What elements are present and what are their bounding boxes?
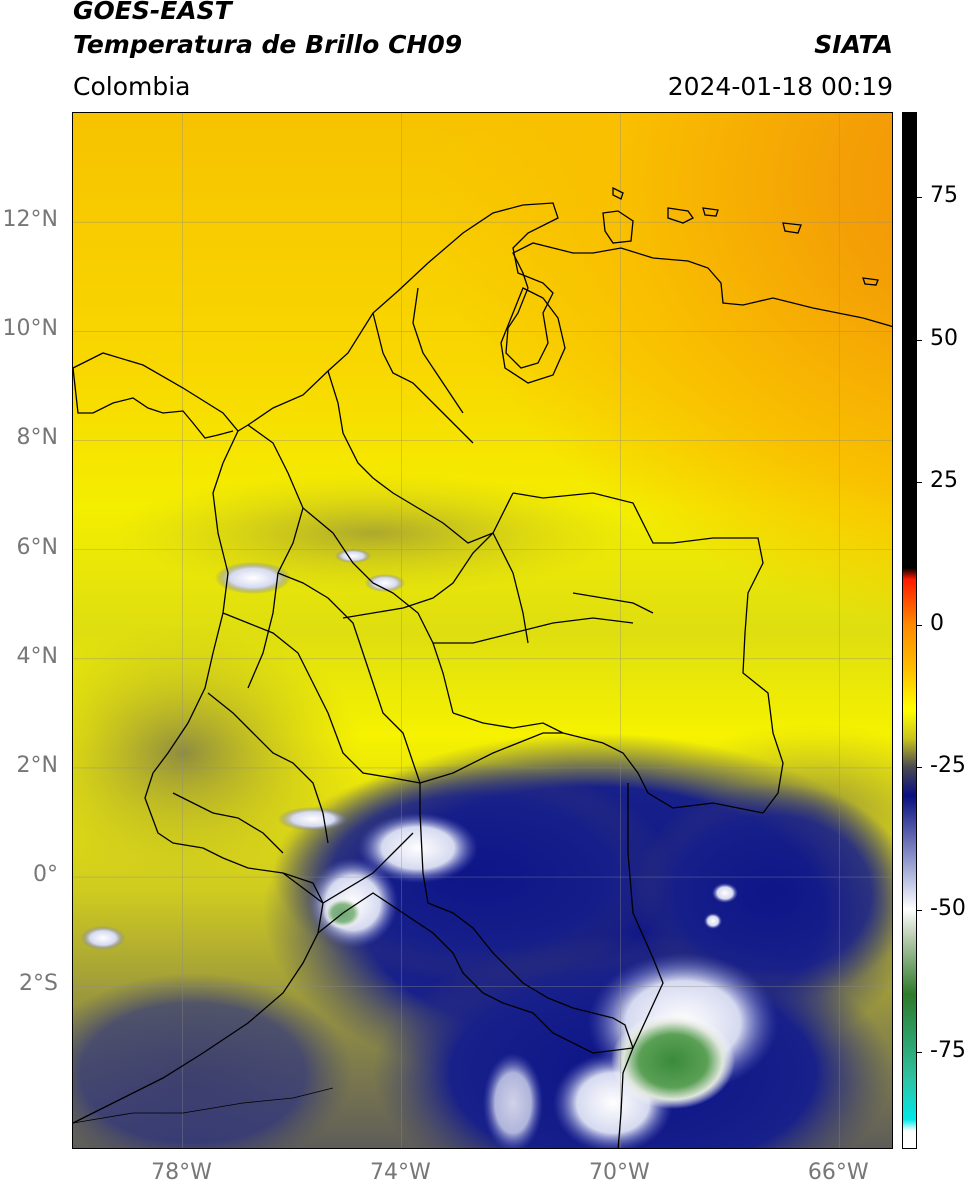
colorbar-tick-label: 75: [930, 183, 958, 209]
latitude-tick-label: 2°S: [19, 971, 58, 997]
colorbar-tick: [917, 1052, 922, 1054]
latitude-tick-label: 0°: [33, 862, 58, 888]
colorbar-tick: [917, 197, 922, 199]
longitude-tick-label: 78°W: [151, 1160, 212, 1185]
colorbar-tick: [917, 482, 922, 484]
colorbar-tick-label: 50: [930, 325, 958, 351]
colorbar-tick: [917, 767, 922, 769]
timestamp-label: 2024-01-18 00:19: [667, 72, 893, 101]
longitude-tick-label: 66°W: [807, 1160, 869, 1185]
colorbar-tick-label: 25: [930, 468, 958, 494]
colorbar-tick-label: -25: [930, 753, 966, 779]
latitude-tick-label: 8°N: [16, 425, 58, 451]
latitude-tick-label: 10°N: [2, 316, 58, 342]
colorbar-tick-label: -75: [930, 1038, 966, 1064]
latitude-tick-label: 12°N: [2, 207, 58, 233]
colorbar-tick: [917, 909, 922, 911]
satellite-title: GOES-EAST: [73, 0, 232, 25]
satellite-map[interactable]: [72, 112, 893, 1149]
colorbar-tick: [917, 624, 922, 626]
colorbar-tick: [917, 339, 922, 341]
graticule: [73, 113, 892, 1148]
brightness-temperature-field: [73, 113, 892, 1148]
product-title: Temperatura de Brillo CH09: [73, 30, 463, 59]
latitude-tick-label: 4°N: [16, 643, 58, 669]
colorbar-tick-label: 0: [930, 610, 944, 636]
brand-label: SIATA: [814, 30, 893, 59]
temperature-colorbar: [902, 112, 917, 1149]
colorbar-tick-label: -50: [930, 895, 966, 921]
latitude-tick-label: 2°N: [16, 752, 58, 778]
longitude-tick-label: 70°W: [588, 1160, 650, 1185]
longitude-tick-label: 74°W: [370, 1160, 431, 1185]
political-borders: [73, 186, 892, 1148]
latitude-tick-label: 6°N: [16, 534, 58, 560]
region-label: Colombia: [73, 72, 191, 101]
